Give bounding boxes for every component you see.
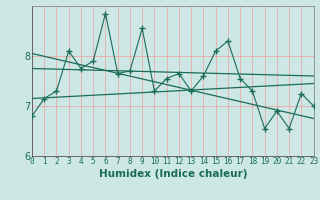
X-axis label: Humidex (Indice chaleur): Humidex (Indice chaleur): [99, 169, 247, 179]
